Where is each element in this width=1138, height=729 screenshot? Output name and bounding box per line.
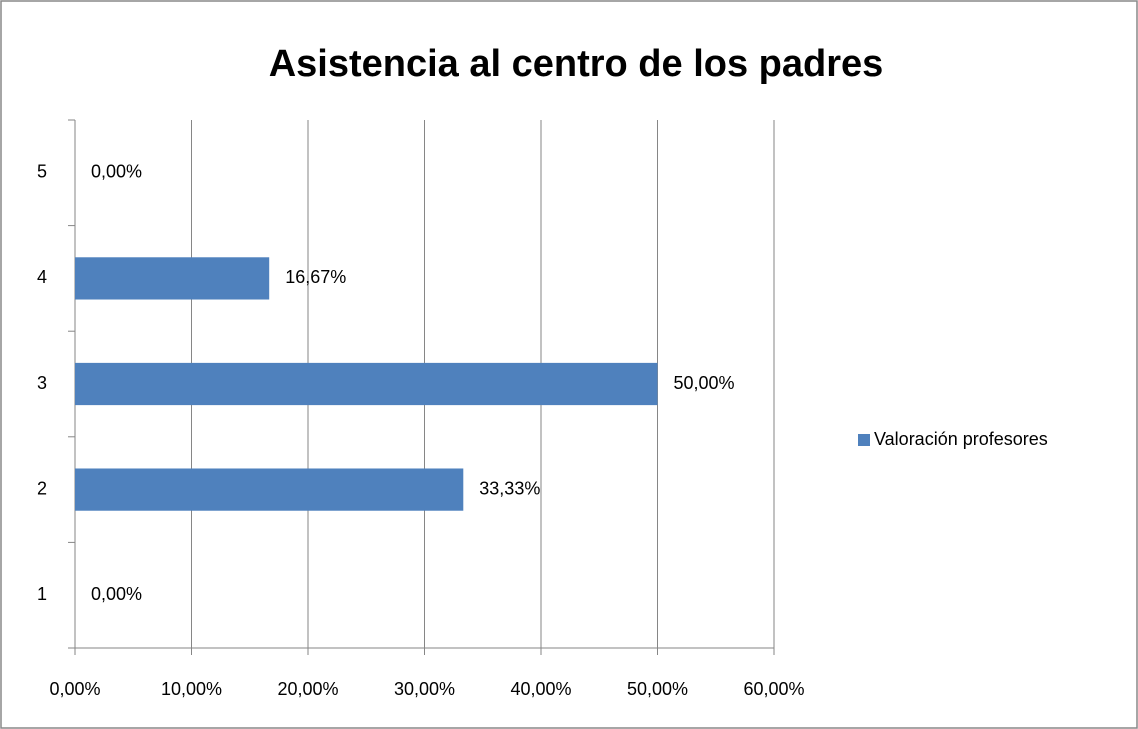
value-label: 16,67% — [285, 267, 346, 287]
y-tick-label: 3 — [37, 373, 47, 393]
value-label: 33,33% — [479, 478, 540, 498]
chart-title: Asistencia al centro de los padres — [269, 43, 884, 85]
y-tick-label: 4 — [37, 267, 47, 287]
y-tick-label: 1 — [37, 584, 47, 604]
bar — [75, 257, 270, 300]
x-tick-label: 30,00% — [394, 679, 455, 699]
x-tick-label: 10,00% — [161, 679, 222, 699]
y-tick-label: 5 — [37, 162, 47, 182]
bar — [75, 468, 464, 511]
value-label: 0,00% — [91, 584, 142, 604]
x-tick-label: 0,00% — [49, 679, 100, 699]
x-tick-label: 40,00% — [510, 679, 571, 699]
x-tick-label: 50,00% — [627, 679, 688, 699]
y-tick-label: 2 — [37, 478, 47, 498]
x-tick-label: 20,00% — [277, 679, 338, 699]
legend-label: Valoración profesores — [874, 429, 1048, 449]
x-tick-label: 60,00% — [743, 679, 804, 699]
value-label: 50,00% — [674, 373, 735, 393]
legend-swatch — [858, 434, 870, 446]
bar — [75, 362, 658, 406]
value-label: 0,00% — [91, 162, 142, 182]
